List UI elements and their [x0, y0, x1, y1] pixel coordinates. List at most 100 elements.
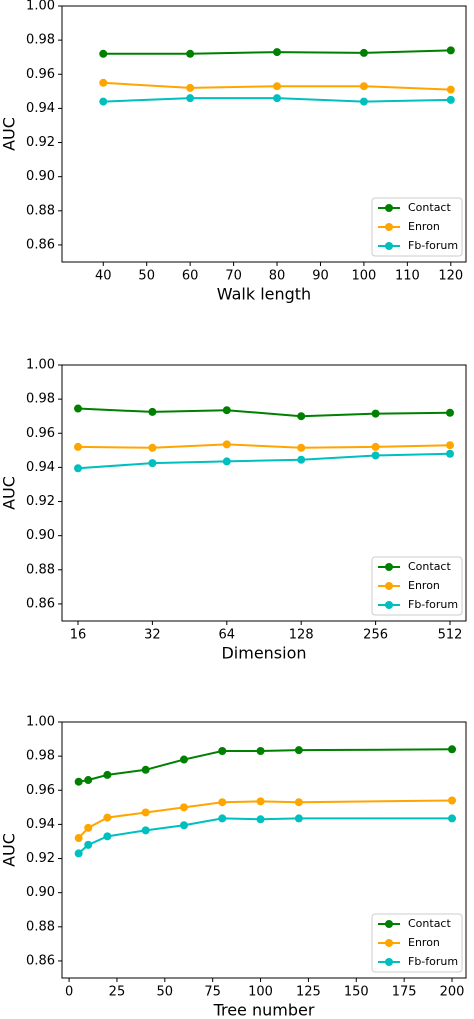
x-tick-label: 75 [204, 985, 221, 1000]
x-tick-label: 16 [70, 628, 87, 643]
marker [74, 442, 82, 451]
marker [222, 440, 231, 449]
marker [218, 798, 227, 807]
x-axis-label: Walk length [217, 285, 311, 304]
marker [371, 409, 380, 418]
x-axis-label: Tree number [213, 1001, 315, 1019]
legend-box [371, 913, 463, 973]
marker [294, 746, 303, 755]
marker [74, 464, 82, 473]
x-tick-label: 90 [312, 269, 329, 284]
marker [186, 94, 195, 103]
legend-marker [385, 563, 393, 571]
y-tick-label: 0.90 [26, 885, 55, 900]
y-axis-label: AUC [0, 476, 19, 510]
marker [103, 813, 112, 822]
marker [148, 443, 157, 452]
marker [103, 832, 112, 841]
legend-marker [385, 204, 393, 212]
legend-label: Contact [408, 201, 451, 214]
legend-marker [385, 223, 393, 231]
y-axis-label: AUC [0, 117, 19, 151]
plot-frame [61, 5, 467, 263]
legend-marker [385, 920, 393, 928]
x-tick-label: 512 [438, 628, 463, 643]
marker [297, 412, 306, 421]
y-tick-label: 0.98 [26, 749, 55, 764]
marker [359, 82, 368, 91]
y-axis-label: AUC [0, 833, 19, 867]
x-tick-label: 32 [144, 628, 161, 643]
marker [141, 826, 150, 835]
legend-box [371, 556, 463, 616]
x-tick-label: 120 [438, 269, 463, 284]
y-tick-label: 0.90 [26, 169, 55, 184]
marker [256, 815, 265, 824]
marker [179, 821, 188, 830]
marker [256, 747, 265, 756]
marker [446, 408, 454, 417]
x-tick-label: 200 [440, 985, 465, 1000]
marker [294, 814, 303, 823]
marker [74, 849, 83, 858]
legend-marker [385, 601, 393, 609]
y-tick-label: 0.96 [26, 783, 55, 798]
y-tick-label: 0.92 [26, 135, 55, 150]
series-line [78, 748, 453, 783]
y-tick-label: 0.98 [26, 392, 55, 407]
marker [84, 823, 93, 832]
marker [186, 83, 195, 92]
marker [256, 797, 265, 806]
y-tick-label: 0.96 [26, 426, 55, 441]
y-tick-label: 0.96 [26, 67, 55, 82]
y-tick-label: 0.94 [26, 101, 55, 116]
marker [446, 449, 454, 458]
marker [179, 755, 188, 764]
marker [446, 95, 455, 104]
marker [179, 803, 188, 812]
marker [448, 814, 457, 823]
series-line [77, 817, 453, 855]
marker [186, 49, 195, 58]
marker [222, 406, 231, 415]
x-tick-label: 70 [225, 269, 242, 284]
x-tick-label: 60 [182, 269, 199, 284]
legend-label: Fb-forum [408, 239, 458, 252]
y-tick-label: 1.00 [26, 715, 55, 730]
x-tick-label: 100 [248, 985, 273, 1000]
marker [99, 49, 108, 58]
x-tick-label: 64 [219, 628, 236, 643]
legend-marker [385, 958, 393, 966]
legend-box [371, 197, 463, 257]
chart: 0.86 0.88 0.90 0.92 0.94 0.96 0.98 1.00 0 25 50 75 1… [0, 715, 467, 1019]
y-tick-label: 1.00 [26, 358, 55, 373]
marker [84, 776, 93, 785]
series-line [77, 407, 451, 418]
legend-label: Contact [408, 917, 451, 930]
marker [99, 78, 108, 87]
marker [74, 777, 83, 786]
x-tick-label: 80 [269, 269, 286, 284]
marker [371, 442, 380, 451]
y-tick-label: 0.94 [26, 817, 55, 832]
legend-marker [385, 582, 393, 590]
x-tick-label: 50 [157, 985, 174, 1000]
marker [74, 834, 83, 843]
marker [148, 407, 157, 416]
y-tick-label: 0.92 [26, 494, 55, 509]
marker [103, 770, 112, 779]
x-tick-label: 110 [395, 269, 420, 284]
x-tick-label: 100 [351, 269, 376, 284]
marker [218, 814, 227, 823]
x-tick-label: 175 [392, 985, 417, 1000]
marker [218, 747, 227, 756]
y-tick-label: 0.86 [26, 953, 55, 968]
chart: 0.86 0.88 0.90 0.92 0.94 0.96 0.98 1.00 16 32 64 12… [0, 358, 467, 663]
y-tick-label: 0.98 [26, 33, 55, 48]
marker [448, 745, 457, 754]
marker [141, 765, 150, 774]
marker [359, 48, 368, 57]
legend-label: Enron [408, 936, 440, 949]
series-line [77, 443, 451, 449]
